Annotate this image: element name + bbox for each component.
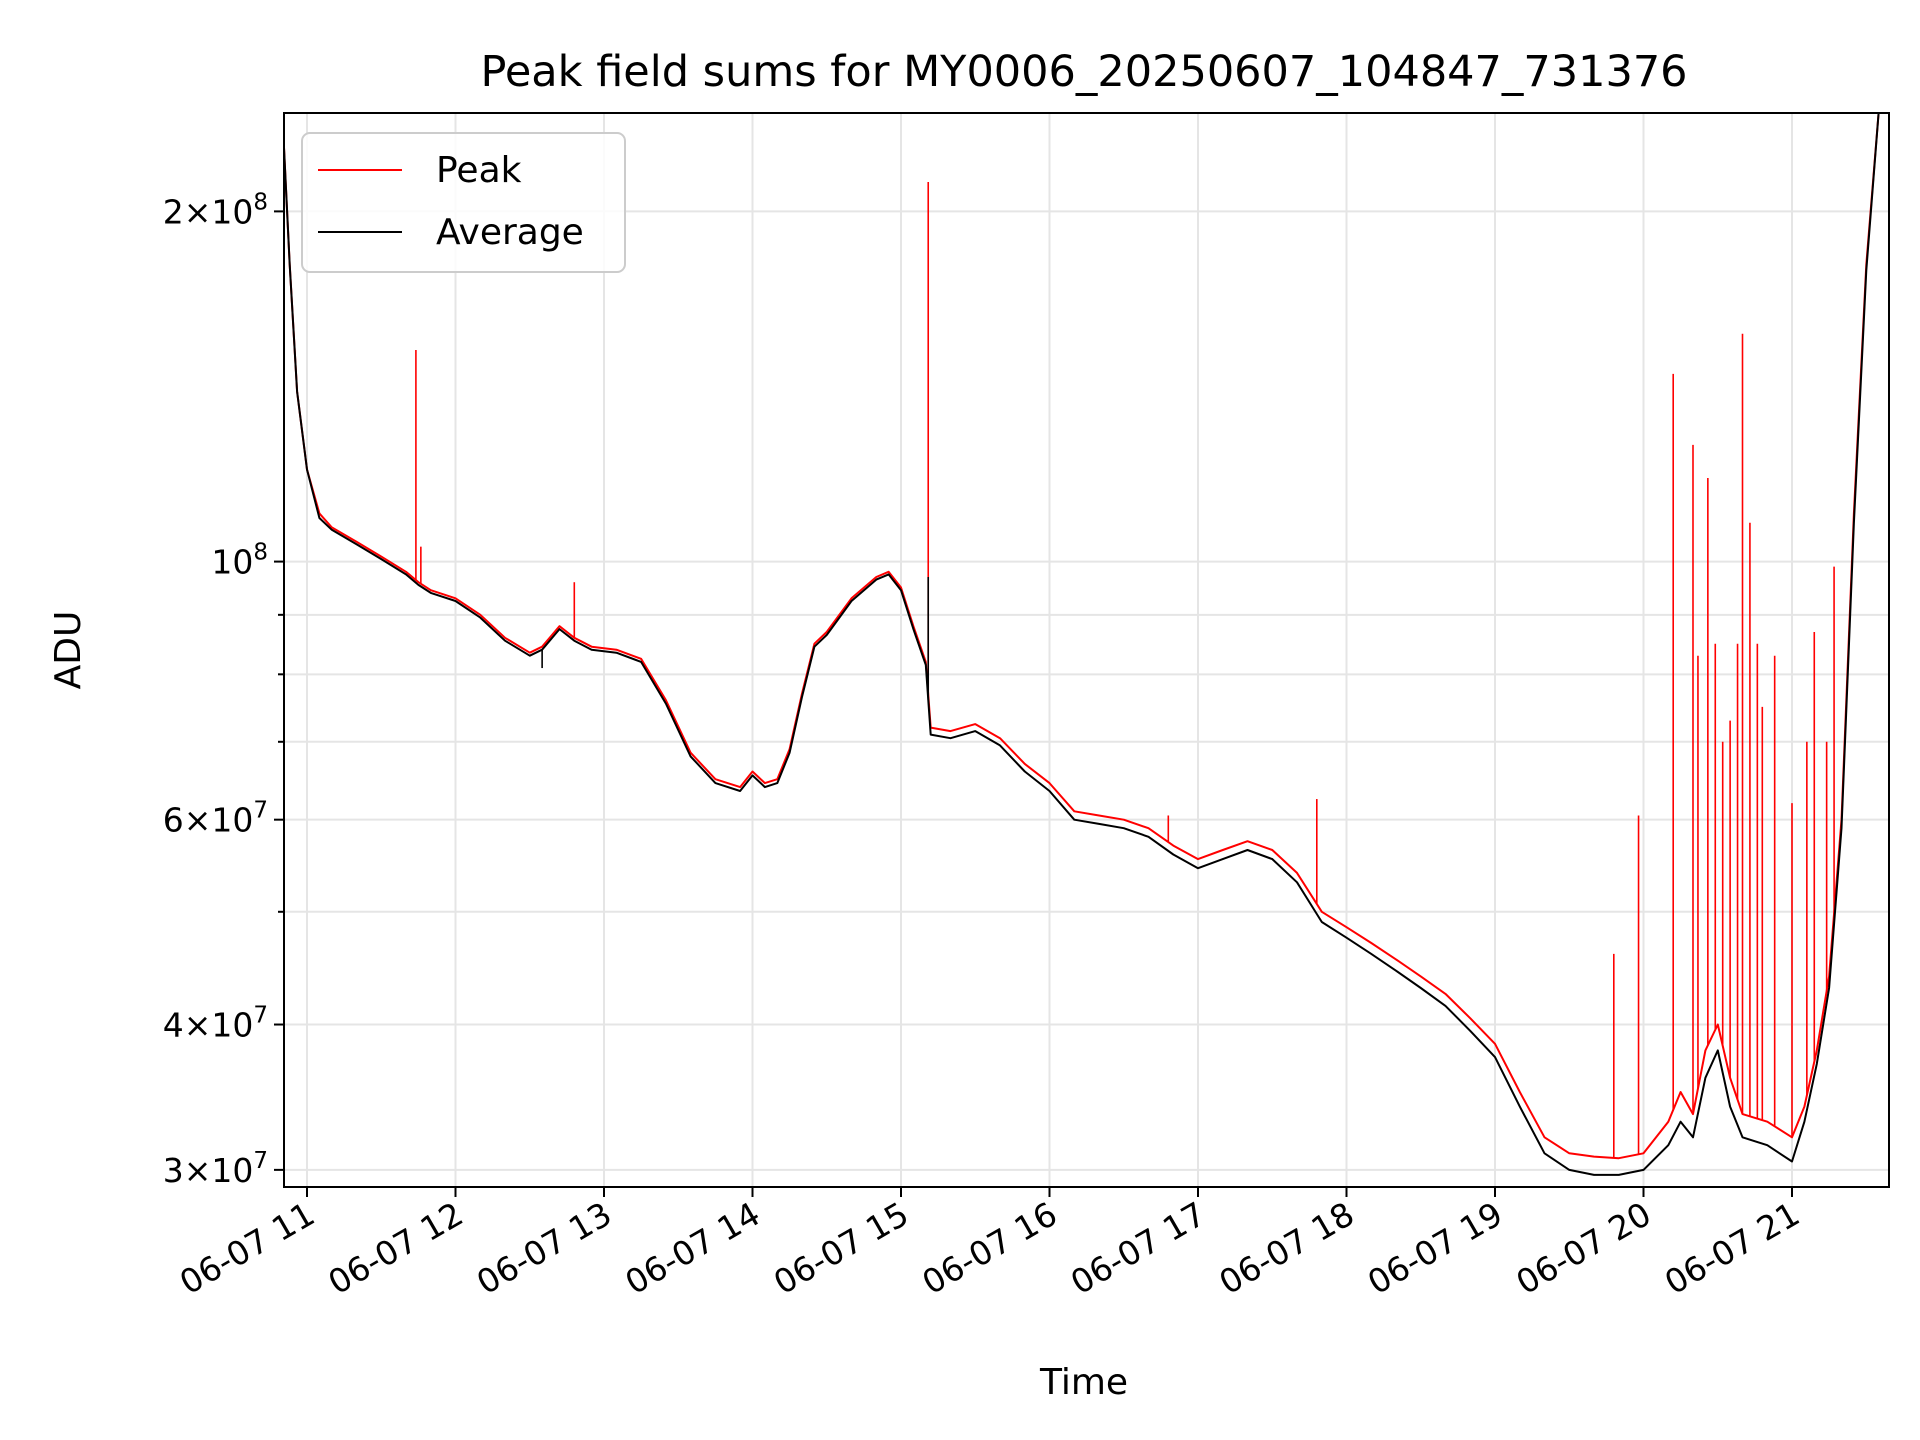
- series-line-average: [284, 113, 1880, 1176]
- series-line-peak: [284, 113, 1880, 1160]
- y-axis-label: ADU: [48, 611, 89, 690]
- plot-frame: [283, 112, 1890, 1188]
- legend-label-average: Average: [436, 212, 584, 253]
- series-layer: [284, 113, 1880, 1176]
- y-tick-label: 3×107: [163, 1148, 268, 1190]
- y-axis: 3×107 4×107 6×107 108 2×108: [163, 189, 284, 1190]
- x-axis-label: Time: [1039, 1362, 1128, 1403]
- y-tick-label: 108: [211, 540, 268, 582]
- y-tick-label: 6×107: [163, 798, 268, 840]
- y-tick-label: 2×108: [163, 189, 268, 231]
- legend-box: [301, 132, 626, 273]
- y-tick-label: 4×107: [163, 1003, 268, 1045]
- chart-title: Peak field sums for MY0006_20250607_1048…: [480, 47, 1687, 97]
- legend-label-peak: Peak: [436, 150, 522, 191]
- legend: Peak Average: [301, 132, 626, 273]
